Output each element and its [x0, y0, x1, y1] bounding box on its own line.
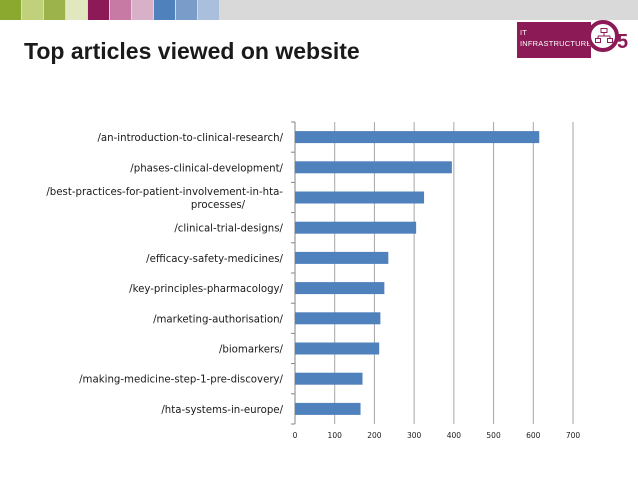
- it-infrastructure-logo: IT INFRASTRUCTURE 5: [517, 20, 629, 60]
- bar: [295, 342, 380, 355]
- category-label: /key-principles-pharmacology/: [129, 284, 283, 295]
- category-label: /an-introduction-to-clinical-research/: [98, 133, 284, 144]
- color-swatch: [176, 0, 197, 20]
- color-swatch: [44, 0, 65, 20]
- color-swatch: [198, 0, 219, 20]
- color-swatch: [0, 0, 21, 20]
- x-tick-label: 600: [526, 431, 541, 440]
- color-swatch-strip: [0, 0, 220, 20]
- chart-x-tick-labels: 0 100 200 300 400 500 600 700: [293, 431, 581, 440]
- category-label: /best-practices-for-patient-involvement-…: [46, 187, 283, 198]
- chart-category-labels: /an-introduction-to-clinical-research/ /p…: [46, 133, 283, 416]
- category-label: /clinical-trial-designs/: [174, 224, 283, 235]
- category-label: /hta-systems-in-europe/: [161, 405, 283, 416]
- logo-text-line2: INFRASTRUCTURE: [520, 39, 592, 48]
- category-label: /efficacy-safety-medicines/: [146, 254, 283, 265]
- category-label: /making-medicine-step-1-pre-discovery/: [79, 375, 283, 386]
- x-tick-label: 700: [566, 431, 581, 440]
- bar: [295, 131, 540, 144]
- bar: [295, 282, 385, 295]
- color-swatch: [132, 0, 153, 20]
- bar: [295, 251, 389, 264]
- bar: [295, 312, 381, 325]
- x-tick-label: 300: [407, 431, 422, 440]
- category-label: /biomarkers/: [219, 345, 284, 356]
- bar: [295, 161, 452, 174]
- x-tick-label: 100: [328, 431, 343, 440]
- color-swatch: [88, 0, 109, 20]
- color-swatch: [66, 0, 87, 20]
- chart-bars: [295, 131, 540, 415]
- logo-text-line1: IT: [520, 28, 528, 37]
- color-swatch: [154, 0, 175, 20]
- x-tick-label: 0: [293, 431, 298, 440]
- x-tick-label: 400: [447, 431, 462, 440]
- category-label: /marketing-authorisation/: [153, 314, 283, 325]
- bar: [295, 191, 425, 204]
- network-icon: [595, 28, 613, 43]
- x-tick-label: 200: [367, 431, 382, 440]
- color-swatch: [110, 0, 131, 20]
- category-label: processes/: [191, 200, 246, 211]
- slide-title: Top articles viewed on website: [24, 38, 360, 64]
- logo-five-glyph: 5: [617, 31, 629, 53]
- logo-box: IT INFRASTRUCTURE: [517, 22, 591, 58]
- color-swatch: [22, 0, 43, 20]
- bar: [295, 402, 361, 415]
- category-label: /phases-clinical-development/: [130, 163, 283, 174]
- bar: [295, 221, 417, 234]
- bar: [295, 372, 363, 385]
- x-tick-label: 500: [486, 431, 501, 440]
